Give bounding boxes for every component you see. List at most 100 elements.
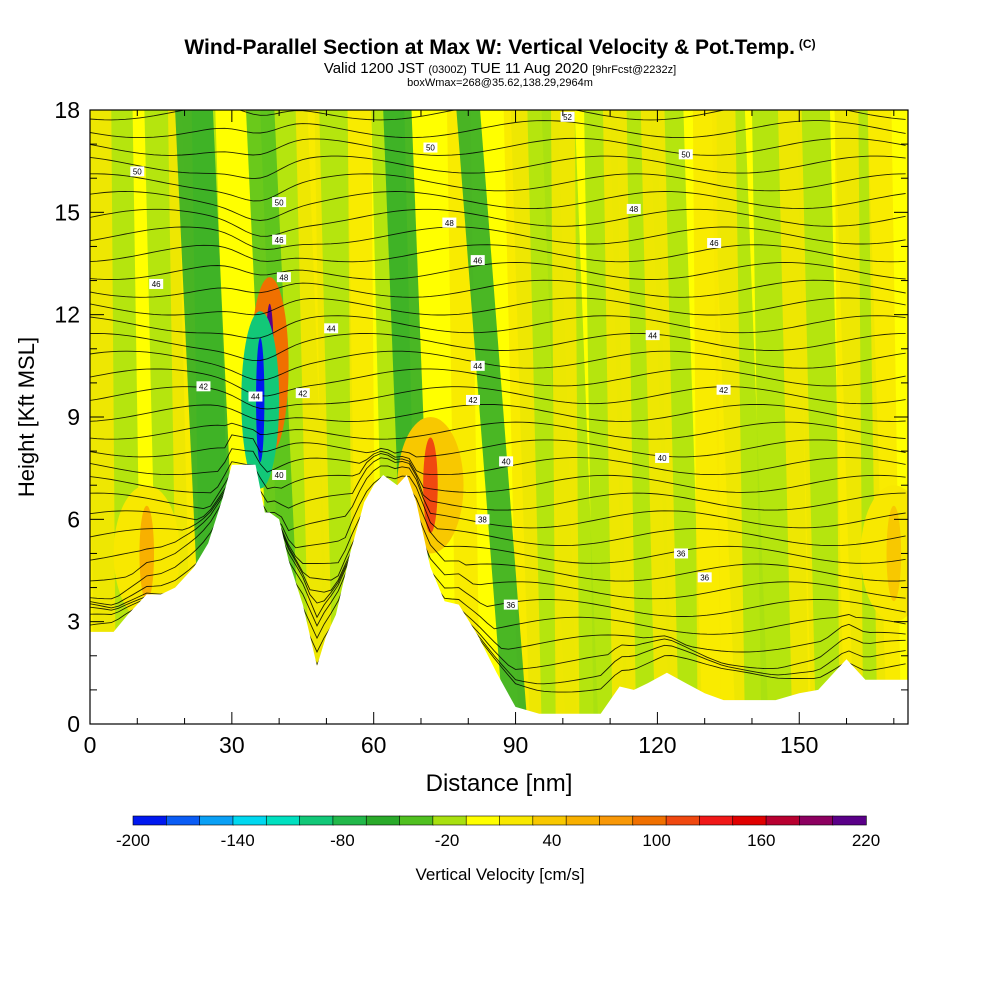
- x-tick-label: 150: [780, 732, 818, 758]
- isentrope-line: [90, 403, 906, 422]
- weak-updraft-band: [603, 110, 637, 724]
- isentrope-label-group: 42: [295, 388, 310, 398]
- colorbar-swatch: [632, 815, 667, 826]
- isentrope-label-group: 50: [678, 149, 693, 160]
- isentrope-label: 42: [469, 396, 478, 405]
- isentrope-label: 46: [152, 280, 161, 289]
- isentrope-label-box: [475, 514, 490, 525]
- isentrope-label-group: 46: [149, 278, 164, 289]
- isentrope-label-group: 36: [674, 548, 689, 559]
- copyright-mark: (C): [798, 37, 816, 51]
- colorbar-swatch: [765, 815, 801, 826]
- colorbar-tick-label: -20: [435, 831, 460, 850]
- isentrope-line: [90, 332, 906, 362]
- isentrope-label: 48: [445, 219, 454, 228]
- isentrope-label-group: 48: [626, 203, 641, 214]
- x-tick-label: 60: [361, 732, 387, 758]
- isentrope-line: [90, 191, 906, 221]
- isentrope-label-box: [272, 197, 287, 208]
- colorbar-swatch: [465, 815, 501, 826]
- isentrope-label-group: 40: [499, 456, 514, 467]
- isentrope-label: 50: [681, 151, 690, 160]
- isentrope-label: 46: [275, 236, 284, 245]
- colorbar-swatch: [199, 815, 234, 826]
- isentrope-label-box: [470, 360, 485, 371]
- isentrope-label-group: 42: [465, 394, 480, 405]
- isentrope-label-group: 36: [503, 599, 518, 610]
- isentrope-line: [90, 297, 906, 316]
- y-tick-label: 0: [67, 711, 80, 737]
- isentrope-label-group: 36: [697, 572, 712, 583]
- isentrope-label-box: [248, 391, 263, 402]
- isentrope-label-group: 50: [423, 142, 438, 153]
- colorbar-swatch: [332, 815, 367, 826]
- colorbar-swatch: [432, 815, 467, 826]
- isentrope-line: [90, 244, 906, 263]
- isentrope-label-box: [196, 381, 211, 392]
- isentrope-line: [90, 315, 906, 339]
- colorbar-tick-label: 220: [852, 831, 880, 850]
- x-tick-label: 120: [638, 732, 676, 758]
- isentrope-label: 44: [251, 393, 260, 402]
- isentrope-line: [90, 434, 906, 458]
- isentrope-label-group: 52: [560, 111, 575, 122]
- isentrope-label-group: 44: [470, 360, 485, 371]
- isentrope-label-box: [560, 111, 575, 122]
- colorbar-swatch: [532, 815, 567, 826]
- isentrope-label: 48: [629, 205, 638, 214]
- isentrope-label-box: [645, 330, 660, 341]
- weak-updraft-band: [551, 110, 580, 724]
- isentrope-label-box: [130, 166, 145, 177]
- isentrope-label: 38: [478, 516, 487, 525]
- isentrope-label-box: [423, 142, 438, 153]
- isentrope-label-box: [272, 234, 287, 245]
- x-tick-label: 30: [219, 732, 245, 758]
- isentrope-label-group: 44: [248, 391, 263, 402]
- isentrope-label-group: 44: [645, 330, 660, 341]
- weak-updraft-band: [503, 110, 542, 724]
- isentrope-label-box: [470, 255, 485, 266]
- colorbar-swatch: [732, 815, 767, 826]
- colorbar-swatch: [565, 815, 601, 826]
- y-tick-label: 12: [54, 302, 80, 328]
- colorbar-tick-label: 100: [642, 831, 670, 850]
- valid-time-label: Valid 1200 JST: [323, 60, 425, 77]
- colorbar-swatch: [799, 815, 834, 826]
- valid-time-utc: (0300Z): [428, 64, 467, 76]
- weak-updraft-band: [295, 110, 334, 724]
- isentrope-line: [90, 386, 906, 410]
- isentrope-label-group: 42: [716, 384, 731, 395]
- isentrope-line: [90, 173, 906, 202]
- isentrope-label-group: 46: [707, 238, 722, 248]
- isentrope-line: [90, 453, 906, 494]
- updraft-cell-core: [139, 505, 155, 602]
- chart-title-text: Wind-Parallel Section at Max W: Vertical…: [184, 36, 795, 59]
- isentrope-label-box: [442, 217, 457, 228]
- isentrope-label-box: [678, 149, 693, 160]
- box-wmax-line: boxWmax=268@35.62,138.29,2964m: [407, 77, 593, 89]
- isentrope-line: [90, 350, 906, 381]
- isentrope-line: [90, 279, 906, 298]
- isentrope-label-group: 50: [130, 166, 145, 177]
- isentrope-line: [90, 262, 906, 280]
- colorbar-swatch: [166, 815, 201, 826]
- terrain-layer: [90, 464, 908, 724]
- colorbar-swatch: [265, 815, 301, 826]
- colorbar-swatch: [599, 815, 634, 826]
- isentrope-label-group: 48: [276, 272, 291, 283]
- isentrope-label-box: [276, 272, 291, 283]
- colorbar-tick-label: 40: [542, 831, 561, 850]
- isentrope-label: 48: [279, 273, 288, 282]
- isentrope-label-box: [272, 469, 287, 480]
- isentrope-label-box: [465, 394, 480, 405]
- updraft-cell-core: [423, 437, 438, 533]
- isentrope-label: 50: [426, 144, 435, 153]
- isentrope-label: 36: [700, 574, 709, 583]
- colorbar-swatch: [299, 815, 334, 826]
- isentrope-label-box: [499, 456, 514, 467]
- colorbar-tick-label: 160: [747, 831, 775, 850]
- isentrope-label: 46: [710, 239, 719, 248]
- isentrope-label-group: 38: [475, 514, 490, 525]
- isentrope-label-group: 48: [442, 217, 457, 228]
- isentrope-line: [90, 155, 906, 180]
